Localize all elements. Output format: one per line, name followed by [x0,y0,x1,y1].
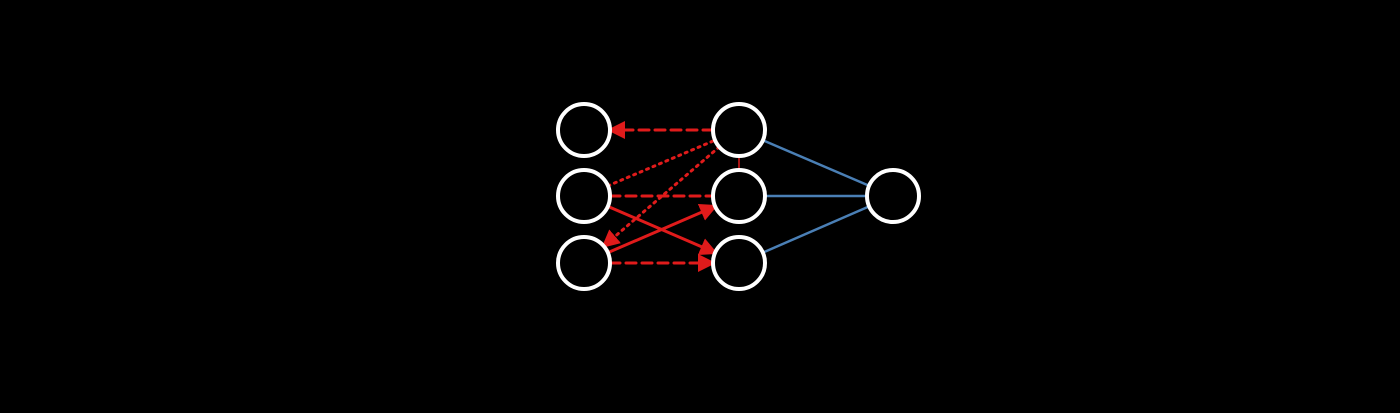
nodes [556,102,921,291]
hidden-node-0 [711,102,767,158]
output-edge-hidden-2 [762,205,870,254]
output-edge-hidden-0 [762,139,870,187]
attention-edge-input-2-to-hidden-1 [606,204,718,255]
input-node-1 [556,168,612,224]
output-edges [762,139,870,254]
hidden-node-1 [711,168,767,224]
input-node-0 [556,102,612,158]
attention-edges [601,121,740,272]
output-node-0 [865,168,921,224]
hidden-node-2 [711,235,767,291]
input-node-2 [556,235,612,291]
attention-edge-input-1-to-hidden-0 [606,138,717,188]
